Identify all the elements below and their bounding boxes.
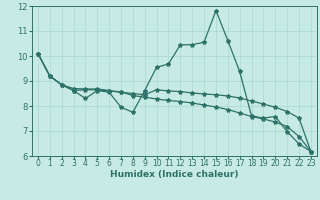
X-axis label: Humidex (Indice chaleur): Humidex (Indice chaleur) <box>110 170 239 179</box>
